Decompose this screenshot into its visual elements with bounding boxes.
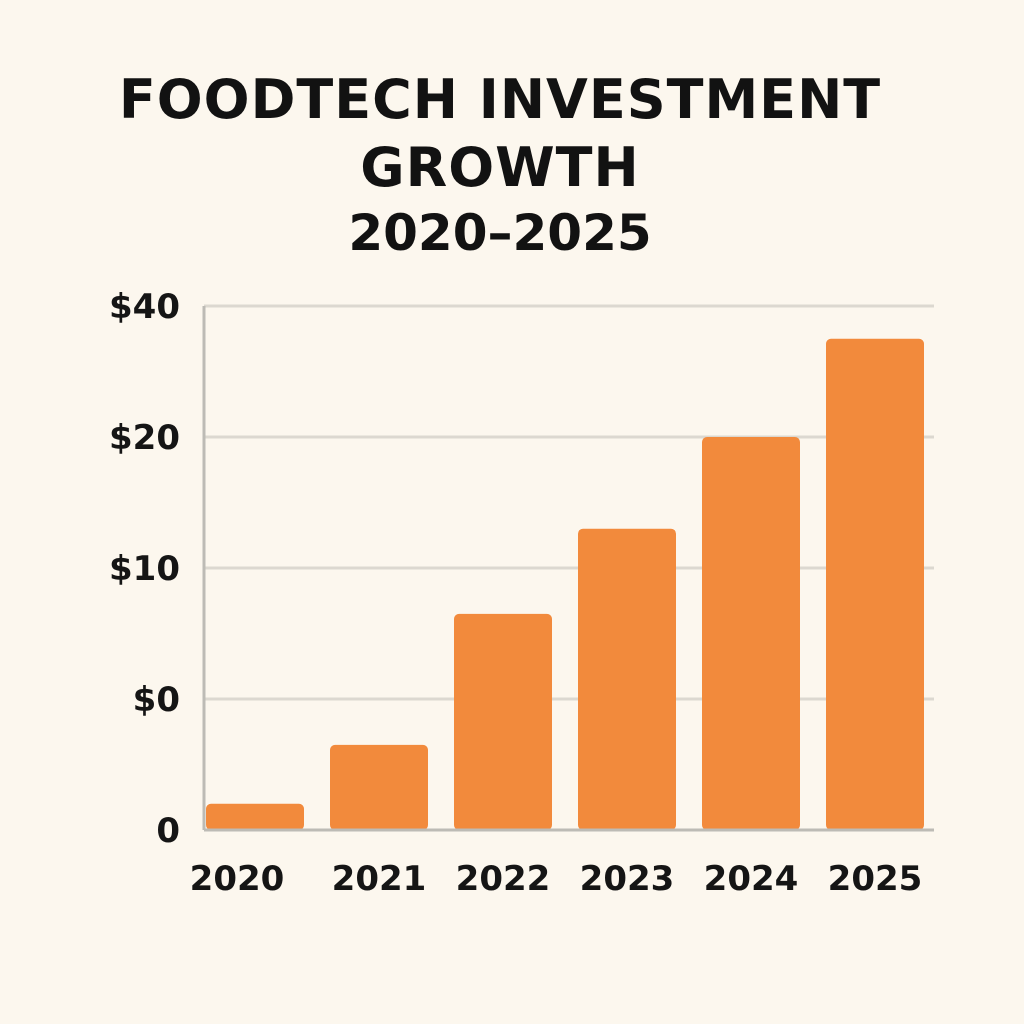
x-tick-label: 2020 xyxy=(190,859,285,899)
bar-2025 xyxy=(826,338,924,830)
bars xyxy=(206,338,924,830)
gridlines xyxy=(204,304,934,701)
chart-title-line-3: 2020–2025 xyxy=(348,204,652,262)
chart-title-line-1: FOODTECH INVESTMENT xyxy=(118,68,882,131)
y-tick-label: $10 xyxy=(109,549,180,589)
bar-2024 xyxy=(702,437,800,830)
y-tick-label: $0 xyxy=(133,680,180,720)
x-tick-label: 2023 xyxy=(580,859,675,899)
bar-2023 xyxy=(578,528,676,830)
axes xyxy=(202,306,934,832)
bar-2021 xyxy=(330,744,428,830)
y-tick-label: $40 xyxy=(109,287,180,327)
bar-2020 xyxy=(206,803,304,830)
y-tick-label: $20 xyxy=(109,418,180,458)
x-tick-label: 2025 xyxy=(828,859,923,899)
bar-2022 xyxy=(454,613,552,830)
chart-title-line-2: GROWTH xyxy=(360,136,640,199)
x-tick-label: 2021 xyxy=(332,859,427,899)
y-tick-label: 0 xyxy=(156,811,180,851)
x-tick-label: 2022 xyxy=(456,859,551,899)
axis-labels: 0 $0 $10 $20 $40 2020 2021 2022 2023 2024 2025 xyxy=(109,287,922,899)
x-tick-label: 2024 xyxy=(704,859,799,899)
